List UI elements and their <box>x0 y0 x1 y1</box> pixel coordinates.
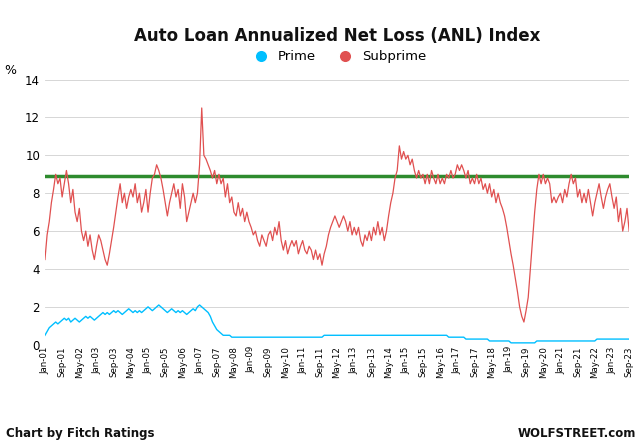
Text: %: % <box>4 64 16 77</box>
Title: Auto Loan Annualized Net Loss (ANL) Index: Auto Loan Annualized Net Loss (ANL) Inde… <box>134 27 540 45</box>
Legend: Prime, Subprime: Prime, Subprime <box>242 45 432 69</box>
Text: WOLFSTREET.com: WOLFSTREET.com <box>517 427 636 440</box>
Text: Chart by Fitch Ratings: Chart by Fitch Ratings <box>6 427 155 440</box>
